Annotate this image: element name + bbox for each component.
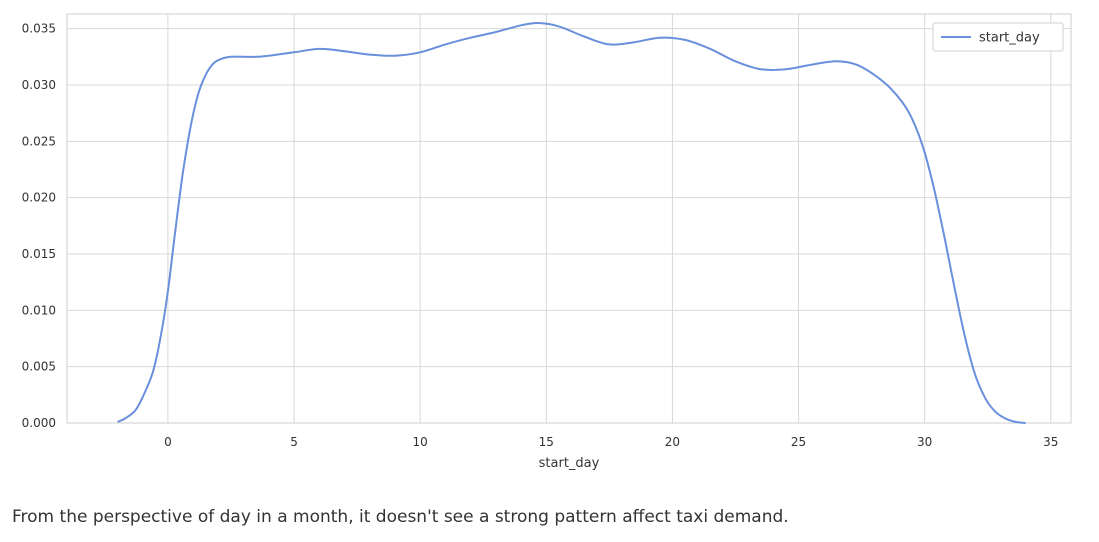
y-tick-label: 0.005 bbox=[22, 360, 56, 374]
x-tick-label: 0 bbox=[164, 435, 172, 449]
x-axis-label: start_day bbox=[539, 456, 600, 471]
chart-caption: From the perspective of day in a month, … bbox=[12, 507, 789, 527]
legend-box bbox=[932, 22, 1064, 52]
y-tick-label: 0.020 bbox=[22, 191, 56, 205]
x-tick-label: 10 bbox=[413, 435, 428, 449]
y-tick-label: 0.015 bbox=[22, 247, 56, 261]
plot-frame bbox=[66, 13, 1072, 424]
x-tick-label: 35 bbox=[1043, 435, 1058, 449]
x-tick-label: 20 bbox=[665, 435, 680, 449]
plot-area bbox=[67, 14, 1071, 423]
y-tick-label: 0.010 bbox=[22, 303, 56, 317]
y-tick-label: 0.000 bbox=[22, 416, 56, 430]
y-tick-label: 0.025 bbox=[22, 134, 56, 148]
x-tick-label: 15 bbox=[539, 435, 554, 449]
x-tick-label: 5 bbox=[290, 435, 298, 449]
chart-container: 0 5 10 15 20 25 30 35 0.000 0.005 0.010 0.015 0.020 0… bbox=[22, 13, 1072, 471]
kde-line-chart: 0 5 10 15 20 25 30 35 0.000 0.005 0.010 0.015 0.020 0… bbox=[22, 13, 1072, 471]
x-tick-label: 25 bbox=[791, 435, 806, 449]
x-tick-label: 30 bbox=[917, 435, 932, 449]
y-tick-label: 0.035 bbox=[22, 22, 56, 36]
legend-label: start_day bbox=[979, 31, 1040, 46]
series-line-start-day bbox=[117, 21, 1026, 424]
y-tick-label: 0.030 bbox=[22, 78, 56, 92]
